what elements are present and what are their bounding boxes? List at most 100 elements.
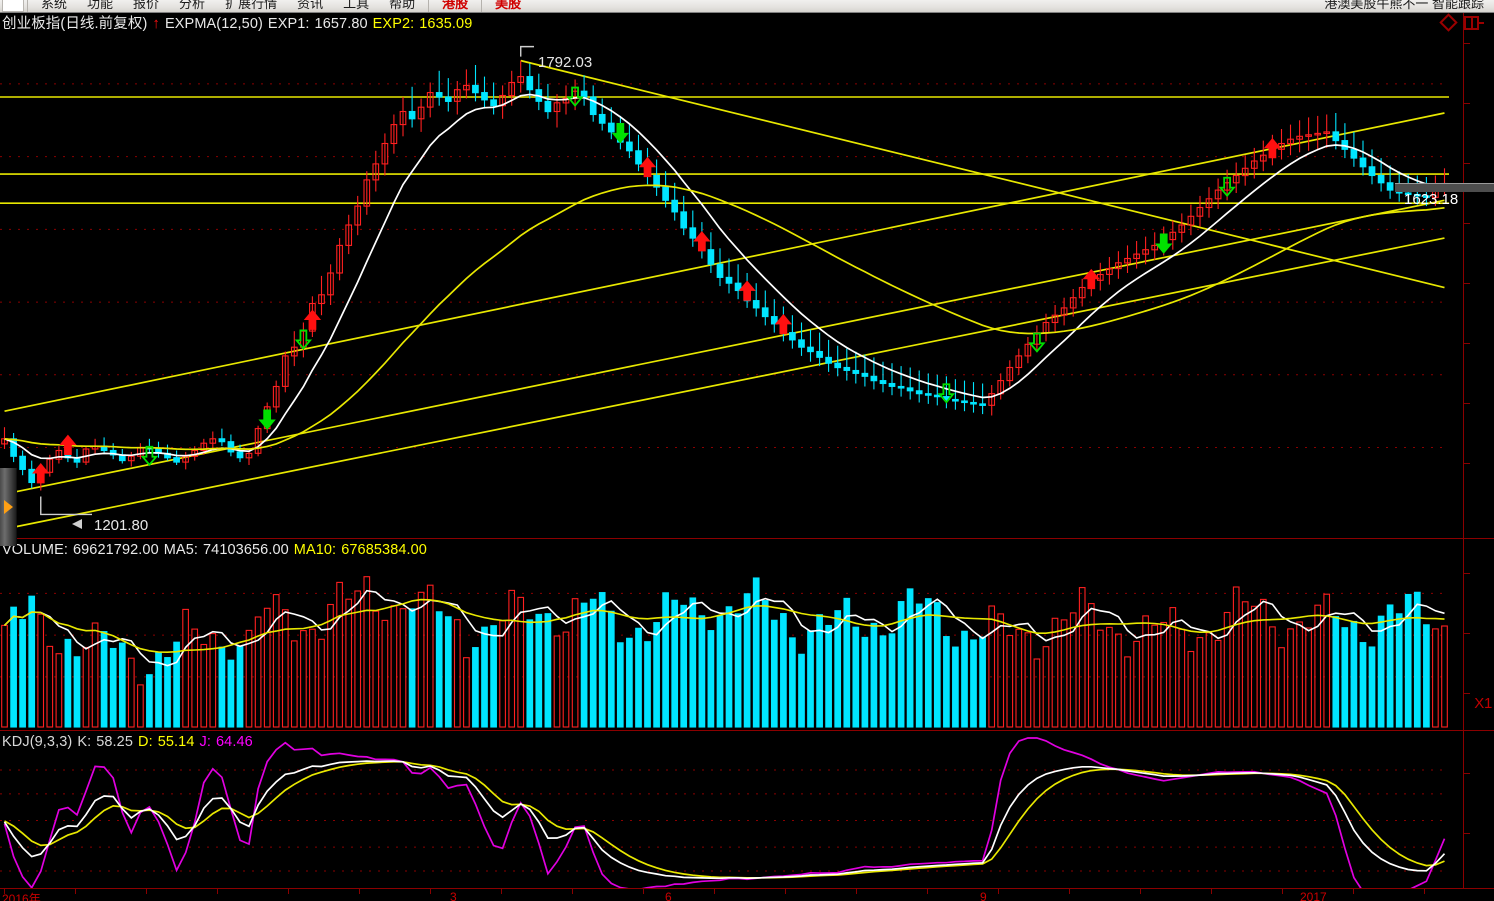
kdj-d-value: 55.14 (157, 734, 195, 750)
menu-item-help[interactable]: 帮助 (389, 0, 416, 11)
last-price-label: 1623.18 (1404, 191, 1459, 208)
exp2-label: EXP2: (372, 16, 415, 32)
menu-item-news[interactable]: 资讯 (297, 0, 324, 11)
kdj-chart-canvas[interactable] (0, 732, 1494, 901)
date-tick (714, 889, 715, 894)
volume-chart-canvas[interactable] (0, 540, 1494, 729)
axis-tick (1463, 163, 1470, 164)
low-price-label: 1201.80 (94, 517, 149, 534)
split-window-icon[interactable] (1464, 16, 1484, 32)
date-tick (856, 889, 857, 894)
kdj-k-label: K: (77, 734, 92, 750)
toolbar-divider-2 (428, 0, 430, 12)
menu-item-system[interactable]: 系统 (41, 0, 68, 11)
date-tick (998, 889, 999, 894)
date-tick (1353, 889, 1354, 894)
price-axis-right[interactable] (1463, 13, 1464, 901)
axis-tick (1463, 223, 1470, 224)
date-axis-label: 6 (665, 890, 672, 901)
date-tick (643, 889, 644, 894)
sidebar-expand-icon[interactable] (0, 468, 17, 546)
axis-tick (1463, 103, 1470, 104)
date-axis-label: 9 (980, 890, 987, 901)
chart-area[interactable]: 创业板指(日线.前复权) ↑ EXPMA(12,50) EXP1: 1657.80 EXP… (0, 13, 1494, 901)
diamond-icon[interactable] (1439, 13, 1458, 32)
kdj-name: KDJ(9,3,3) (2, 734, 73, 750)
price-indicator-title: 创业板指(日线.前复权) ↑ EXPMA(12,50) EXP1: 1657.80 EXP… (2, 15, 477, 33)
toolbar-right-group: 港澳美股牛熊不一 智能跟踪 (1314, 0, 1494, 12)
date-tick (927, 889, 928, 894)
last-price-highlight (1395, 183, 1494, 192)
date-tick (501, 889, 502, 894)
date-axis-label: 2016年 (2, 892, 41, 901)
date-tick (572, 889, 573, 894)
price-panel[interactable] (0, 13, 1494, 537)
date-tick (430, 889, 431, 894)
toolbar-divider (27, 0, 28, 12)
exp1-label: EXP1: (267, 16, 310, 32)
kdj-d-label: D: (138, 734, 153, 750)
symbol-name: 创业板指(日线.前复权) (2, 16, 148, 32)
menu-item-hk-stocks[interactable]: 港股 (442, 0, 469, 11)
date-tick (217, 889, 218, 894)
indicator-name: EXPMA(12,50) (165, 16, 263, 32)
price-chart-canvas[interactable] (0, 13, 1494, 537)
date-tick (1282, 889, 1283, 894)
axis-tick (1463, 283, 1470, 284)
axis-tick (1463, 573, 1470, 574)
axis-tick (1463, 693, 1470, 694)
volume-ma5-label: MA5: (163, 542, 198, 558)
chart-corner-icons (1439, 13, 1484, 32)
high-price-label: 1792.03 (538, 54, 593, 71)
date-tick (1211, 889, 1212, 894)
exp2-value: 1635.09 (419, 16, 473, 32)
date-tick (75, 889, 76, 894)
toolbar-divider-3 (481, 0, 483, 12)
expand-triangle-icon (3, 500, 13, 514)
date-tick (1140, 889, 1141, 894)
kdj-j-label: J: (199, 734, 211, 750)
promo-banner-text[interactable]: 港澳美股牛熊不一 智能跟踪 (1324, 0, 1484, 11)
axis-tick (1463, 343, 1470, 344)
panel-divider-volume-kdj (0, 730, 1494, 731)
axis-tick (1463, 833, 1470, 834)
kdj-panel[interactable] (0, 732, 1494, 901)
axis-tick (1463, 633, 1470, 634)
menu-item-function[interactable]: 功能 (87, 0, 114, 11)
date-tick (146, 889, 147, 894)
axis-tick (1463, 773, 1470, 774)
volume-ma10-value: 67685384.00 (341, 542, 427, 558)
date-axis-label: 2017 (1300, 890, 1327, 901)
date-axis-label: 3 (450, 890, 457, 901)
date-tick (359, 889, 360, 894)
volume-ma5-value: 74103656.00 (203, 542, 289, 558)
date-tick (288, 889, 289, 894)
date-tick (4, 889, 5, 894)
kdj-j-value: 64.46 (216, 734, 253, 750)
axis-tick (1463, 43, 1470, 44)
main-toolbar: 系统 功能 报价 分析 扩展行情 资讯 工具 帮助 港股 美股 港澳美股牛熊不一… (0, 0, 1494, 13)
panel-divider-price-volume (0, 538, 1494, 539)
menu-item-analysis[interactable]: 分析 (179, 0, 206, 11)
date-axis[interactable]: 2016年 3 6 9 2017 (0, 888, 1494, 901)
volume-panel[interactable] (0, 540, 1494, 729)
volume-ma10-label: MA10: (293, 542, 337, 558)
kdj-indicator-title: KDJ(9,3,3) K: 58.25 D: 55.14 J: 64.46 (2, 734, 258, 751)
kdj-k-value: 58.25 (96, 734, 134, 750)
menu-item-quotes[interactable]: 报价 (133, 0, 160, 11)
volume-label: VOLUME: (2, 542, 68, 558)
volume-scale-tag[interactable]: X1 (1474, 695, 1492, 712)
menu-item-us-stocks[interactable]: 美股 (495, 0, 522, 11)
axis-tick (1463, 403, 1470, 404)
menu-item-extended-quotes[interactable]: 扩展行情 (225, 0, 278, 11)
date-tick (1069, 889, 1070, 894)
exp1-value: 1657.80 (314, 16, 368, 32)
app-logo (2, 0, 24, 12)
volume-value: 69621792.00 (72, 542, 159, 558)
axis-tick (1463, 463, 1470, 464)
trend-up-icon: ↑ (152, 15, 160, 32)
date-tick (1424, 889, 1425, 894)
volume-indicator-title: VOLUME: 69621792.00 MA5: 74103656.00 MA10: 67… (2, 542, 432, 559)
menu-item-tools[interactable]: 工具 (343, 0, 370, 11)
